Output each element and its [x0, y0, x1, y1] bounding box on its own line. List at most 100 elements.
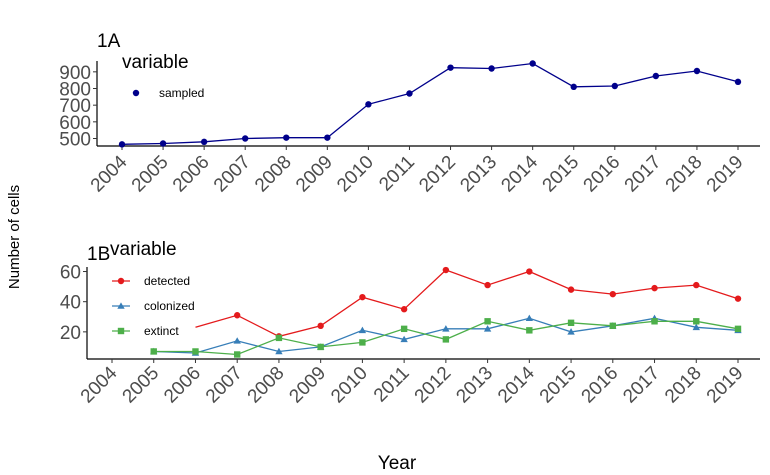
data-point-extinct — [400, 325, 408, 333]
data-point-sampled — [488, 65, 495, 72]
data-point-extinct — [150, 348, 157, 355]
data-point-extinct — [317, 343, 324, 351]
data-point-colonized — [400, 335, 408, 343]
x-tick-label: 2004 — [87, 151, 132, 196]
panel-1a: 5006007008009002004200520062007200820092… — [59, 31, 760, 196]
y-tick-label: 800 — [59, 80, 91, 101]
series-line-colonized — [153, 317, 739, 354]
x-tick-label: 2008 — [251, 152, 296, 197]
panel-tag: 1B — [87, 244, 110, 265]
x-tick-label: 2015 — [539, 152, 584, 197]
data-point-colonized — [525, 314, 534, 322]
data-point-colonized — [567, 328, 575, 335]
data-point-sampled — [652, 72, 660, 80]
x-tick-label: 2019 — [703, 363, 748, 408]
legend-key-colonized — [117, 302, 125, 309]
y-tick-label: 600 — [59, 113, 91, 134]
data-point-colonized — [275, 347, 283, 355]
data-point-detected — [651, 284, 658, 292]
data-point-detected — [567, 286, 575, 293]
data-point-sampled — [611, 82, 618, 90]
data-point-extinct — [526, 327, 533, 334]
data-point-colonized — [358, 326, 367, 334]
data-point-sampled — [118, 141, 126, 148]
x-tick-label: 2007 — [202, 363, 247, 408]
data-point-colonized — [692, 323, 700, 331]
x-tick-label: 2015 — [536, 363, 581, 408]
data-point-sampled — [365, 101, 372, 108]
y-tick-label: 500 — [59, 130, 91, 151]
y-tick-label: 60 — [60, 263, 81, 284]
data-point-extinct — [192, 348, 199, 355]
legend-key-sampled — [132, 89, 140, 97]
x-tick-label: 2005 — [128, 152, 173, 197]
data-point-extinct — [567, 319, 575, 327]
data-point-detected — [693, 281, 700, 289]
x-tick-label: 2005 — [119, 363, 164, 408]
data-point-detected — [442, 266, 450, 274]
data-point-sampled — [406, 90, 413, 97]
x-tick-label: 2013 — [452, 363, 497, 408]
x-tick-label: 2006 — [169, 152, 214, 197]
legend-key-extinct — [117, 327, 125, 335]
data-point-extinct — [234, 351, 241, 358]
x-tick-label: 2012 — [415, 152, 460, 197]
series-line-sampled — [121, 62, 739, 145]
x-tick-label: 2011 — [370, 363, 414, 407]
x-tick-label: 2018 — [661, 363, 706, 408]
legend-title: variable — [110, 239, 177, 260]
data-point-sampled — [570, 83, 577, 91]
x-tick-label: 2013 — [456, 152, 501, 197]
data-point-sampled — [529, 60, 536, 67]
data-point-detected — [484, 281, 491, 289]
data-point-extinct — [609, 322, 616, 330]
y-tick-label: 900 — [59, 63, 91, 84]
data-point-detected — [400, 306, 408, 313]
x-tick-label: 2017 — [619, 363, 664, 408]
data-point-extinct — [275, 334, 283, 342]
data-point-sampled — [200, 138, 208, 146]
data-point-extinct — [734, 325, 742, 333]
data-point-sampled — [324, 134, 331, 141]
data-point-detected — [359, 293, 366, 301]
data-point-extinct — [484, 318, 491, 325]
y-tick-label: 40 — [60, 293, 81, 314]
data-point-sampled — [242, 135, 249, 142]
x-tick-label: 2010 — [333, 152, 378, 197]
data-point-extinct — [651, 318, 658, 325]
legend-key-detected — [117, 277, 125, 285]
legend-label-colonized: colonized — [144, 299, 195, 313]
x-axis-title: Year — [378, 453, 417, 474]
data-point-extinct — [359, 339, 366, 346]
data-point-sampled — [734, 78, 742, 86]
legend-label-detected: detected — [144, 274, 190, 288]
data-point-detected — [234, 312, 241, 319]
x-tick-label: 2011 — [375, 152, 419, 196]
x-tick-label: 2009 — [285, 363, 330, 408]
series-line-detected — [195, 269, 739, 338]
x-tick-label: 2014 — [494, 362, 539, 407]
y-tick-label: 700 — [59, 96, 91, 117]
panel-1b: 2040602004200520062007200820092010201120… — [60, 239, 760, 407]
x-tick-label: 2004 — [77, 362, 122, 407]
x-tick-label: 2014 — [497, 151, 542, 196]
x-tick-label: 2019 — [703, 152, 748, 197]
data-point-extinct — [693, 318, 700, 325]
y-tick-label: 20 — [60, 323, 81, 344]
x-tick-label: 2010 — [327, 363, 372, 408]
data-point-colonized — [233, 337, 241, 344]
data-point-colonized — [483, 325, 492, 332]
x-tick-label: 2016 — [580, 152, 625, 197]
legend-label-extinct: extinct — [144, 324, 179, 338]
data-point-sampled — [159, 140, 167, 147]
x-tick-label: 2016 — [578, 363, 623, 408]
legend-label-sampled: sampled — [159, 86, 204, 100]
x-tick-label: 2008 — [244, 363, 289, 408]
x-tick-label: 2017 — [621, 152, 666, 197]
data-point-sampled — [283, 134, 290, 141]
data-point-detected — [734, 295, 742, 302]
x-tick-label: 2018 — [662, 152, 707, 197]
data-point-sampled — [447, 64, 454, 71]
data-point-detected — [609, 290, 616, 298]
